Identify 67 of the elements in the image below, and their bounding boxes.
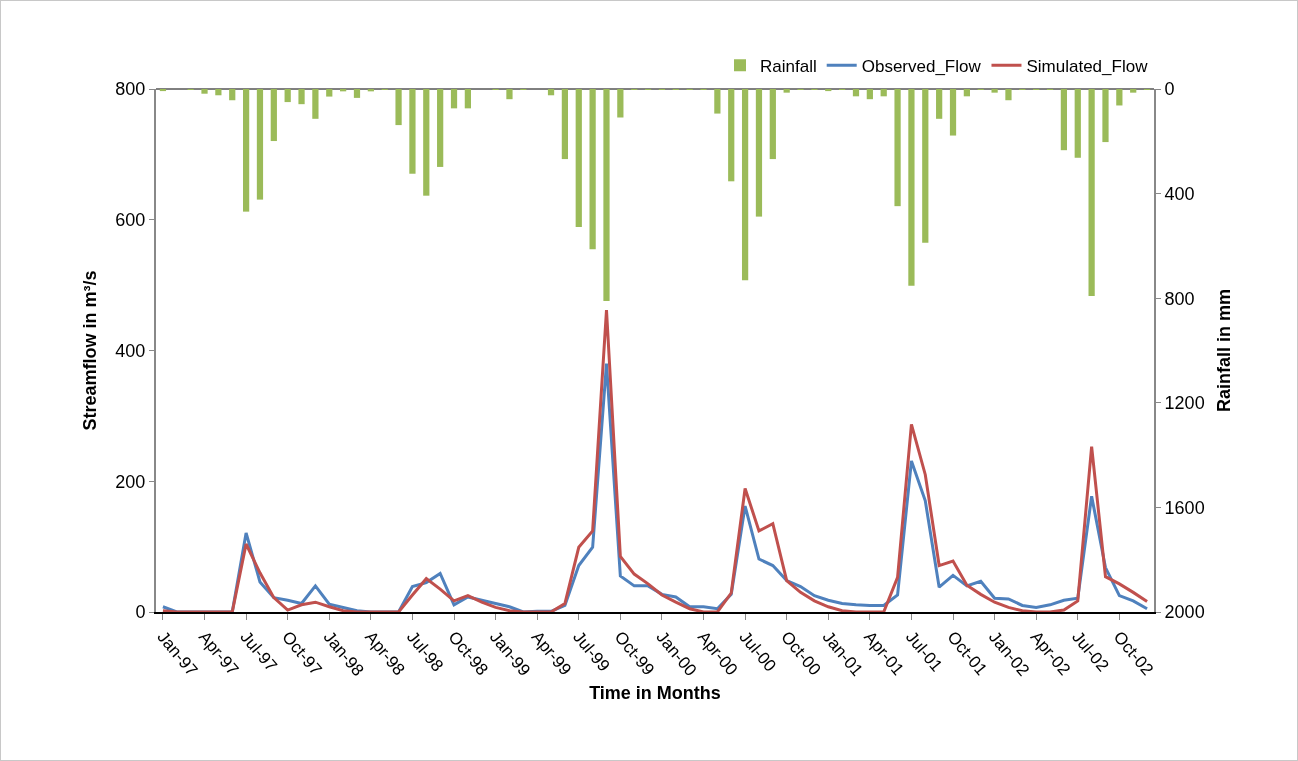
bar [575,89,582,228]
y2-tick-label: 2000 [1164,602,1205,623]
bar [589,89,596,250]
bar [326,89,333,97]
bar [1102,89,1109,143]
bar [617,89,624,118]
legend-label: Simulated_Flow [1026,56,1149,76]
bar [547,89,555,96]
legend-label: Rainfall [760,56,817,76]
bar [880,89,887,97]
y2-tick-label: 0 [1164,79,1175,100]
bar [1088,89,1095,297]
bar [256,89,264,200]
bar [603,89,610,302]
bar [949,89,957,136]
bar [506,89,513,100]
bar [201,89,208,94]
bar [866,89,873,100]
bar [437,89,444,167]
bar [963,89,970,97]
bar [936,89,943,119]
y-tick-label: 800 [115,79,146,100]
legend-label: Observed_Flow [861,56,982,76]
x-axis-title: Time in Months [589,683,721,704]
bar [783,89,790,93]
bar [312,89,319,119]
bar [714,89,721,114]
bar [215,89,222,96]
bar [423,89,430,196]
y-tick-label: 0 [135,602,146,623]
bar [769,89,776,160]
bar [728,89,735,182]
bar [922,89,929,243]
bar [159,89,167,92]
bar [270,89,277,142]
bar [464,89,471,109]
bar [409,89,416,174]
bar [395,89,402,126]
bar [242,89,250,212]
bar [1074,89,1081,158]
bar [1116,89,1123,106]
bar [1060,89,1068,151]
bar [991,89,998,93]
y-tick-label: 200 [115,471,146,492]
bar [298,89,305,105]
bar [741,89,749,281]
bar [908,89,915,286]
bar [229,89,236,101]
y-axis-title: Streamflow in m³/s [80,270,101,431]
y-tick-label: 400 [115,340,146,361]
bar [755,89,763,217]
y2-tick-label: 1200 [1164,393,1205,414]
bar [284,89,291,103]
bar [450,89,458,109]
bar [852,89,860,97]
bar [1005,89,1012,101]
y2-axis-title: Rainfall in mm [1214,288,1235,413]
y-tick-label: 600 [115,210,146,231]
bar [825,89,832,92]
y2-tick-label: 800 [1164,288,1195,309]
y2-tick-label: 1600 [1164,497,1205,518]
line-series [161,308,1149,612]
bar [894,89,901,207]
bar [353,89,361,98]
y2-tick-label: 400 [1164,183,1195,204]
bar [1130,89,1137,93]
bar [561,89,569,160]
